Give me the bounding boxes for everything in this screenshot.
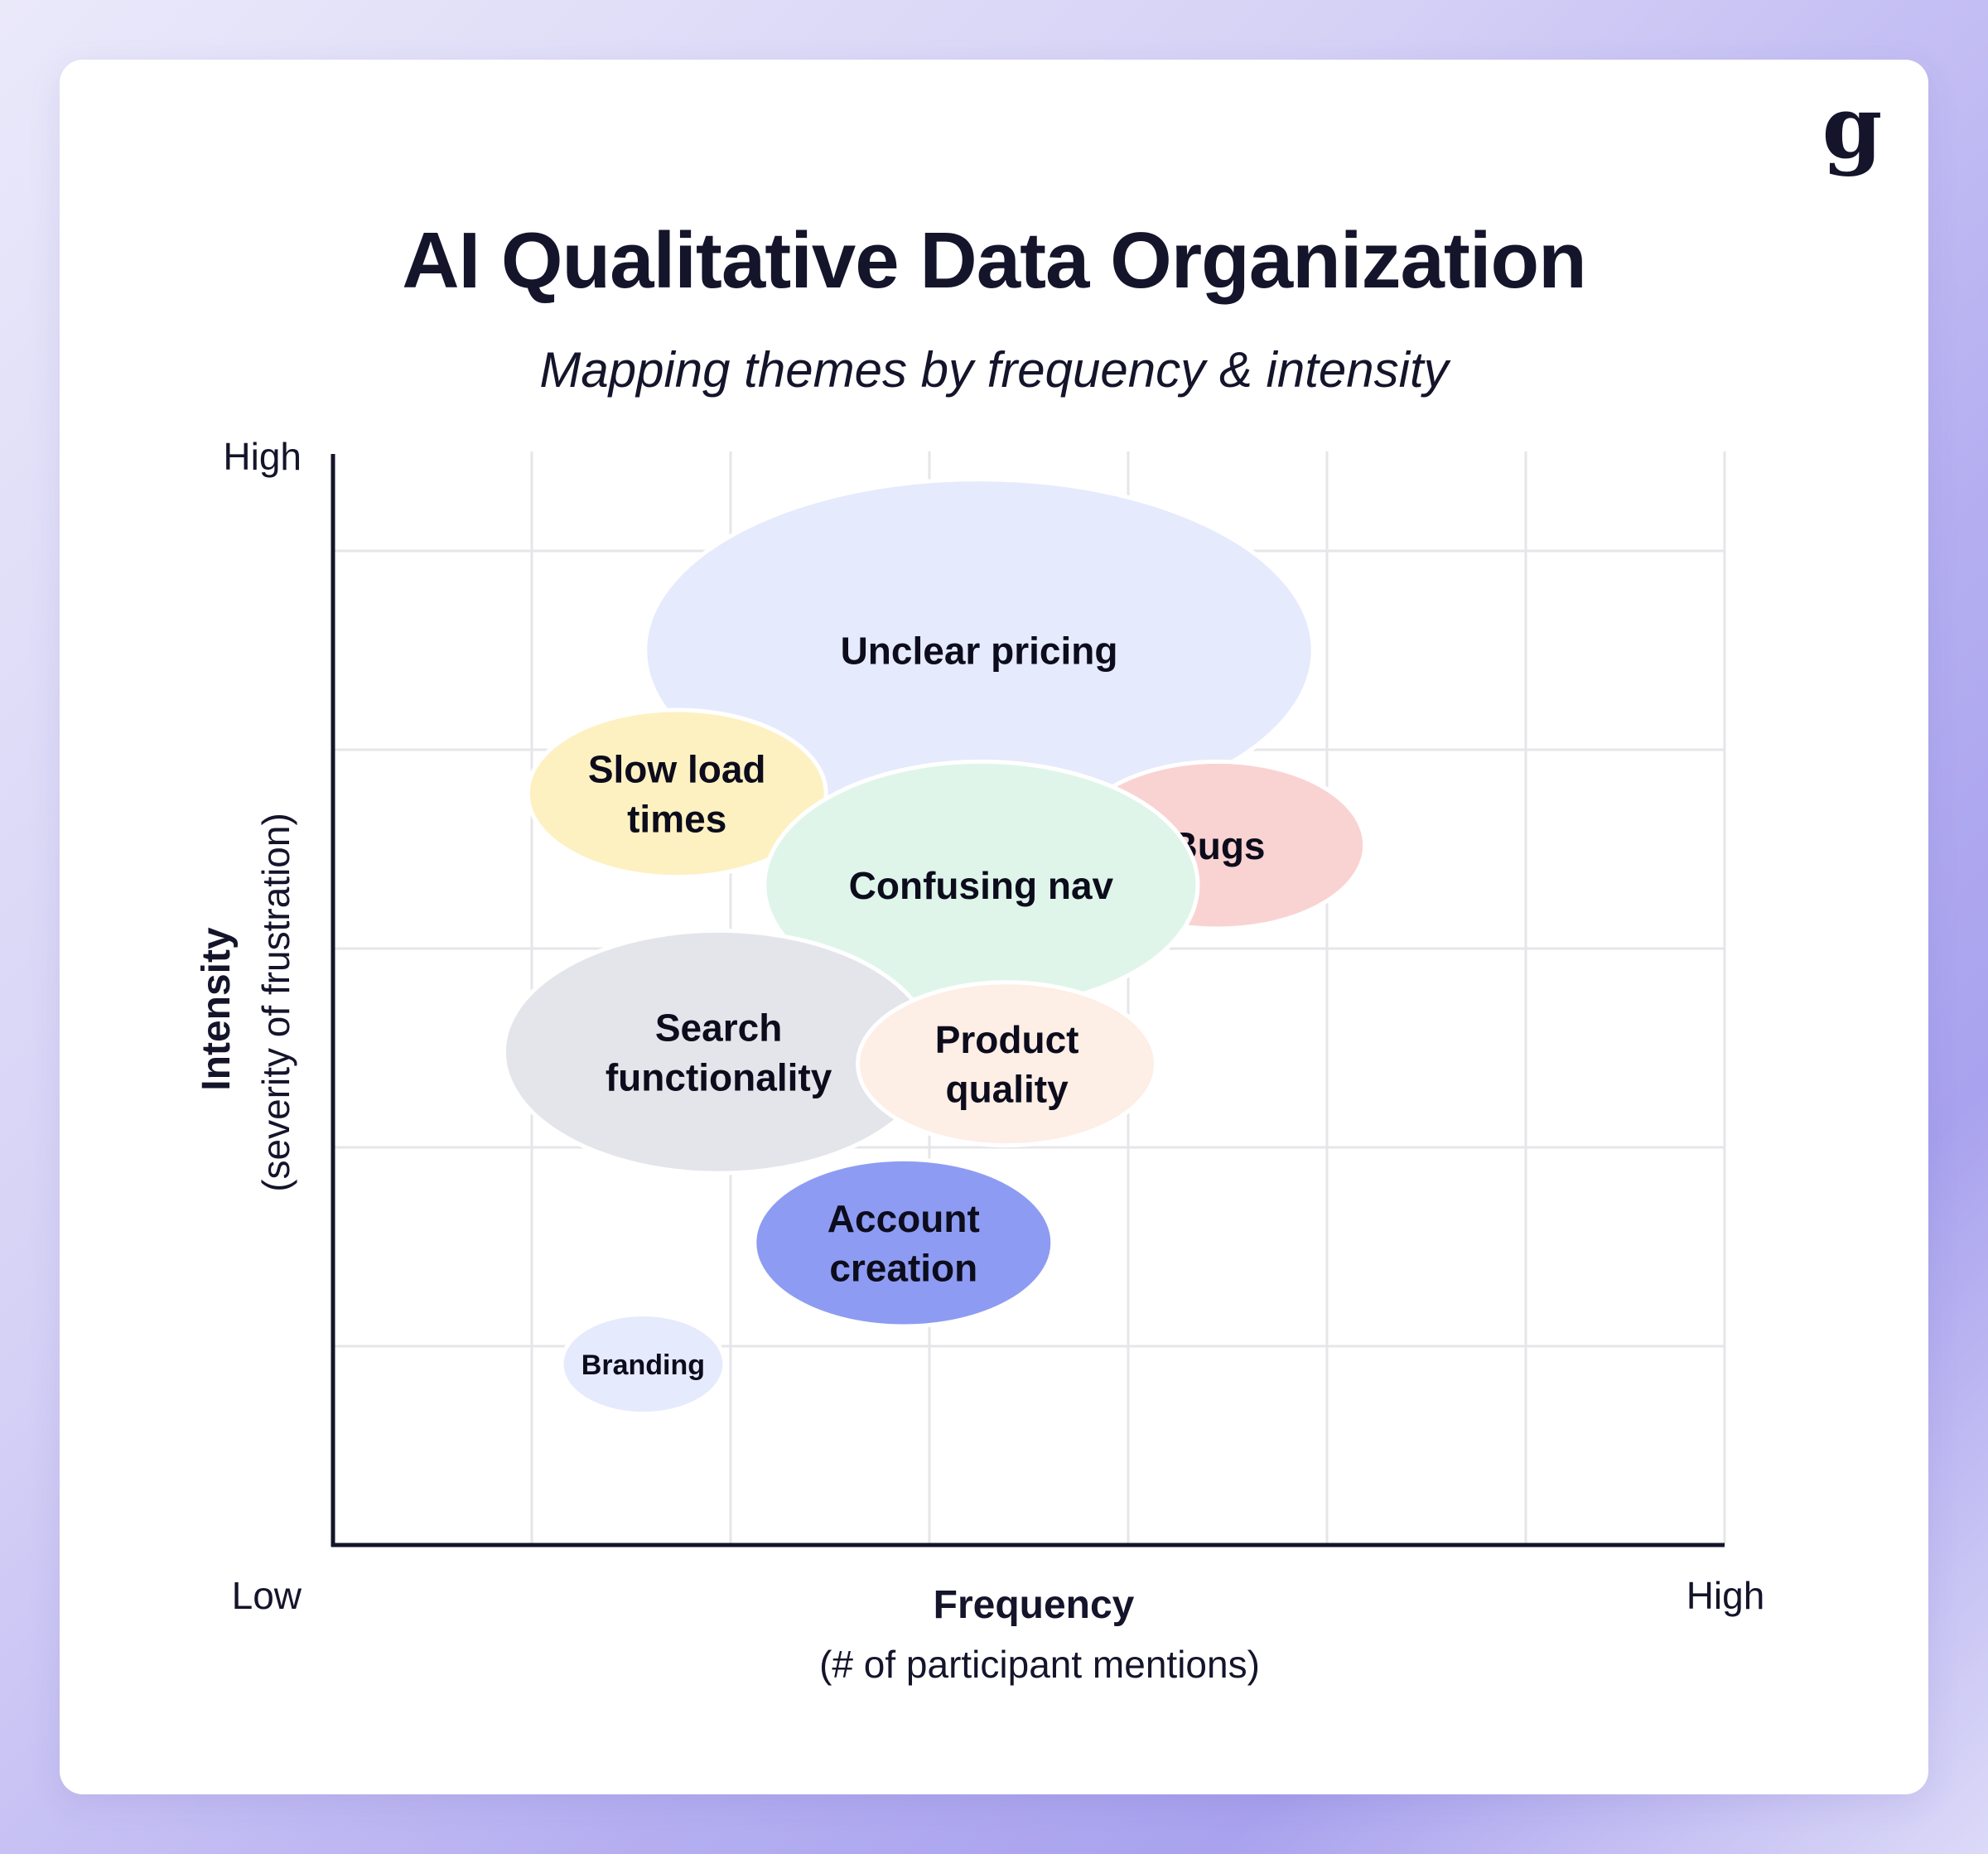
x-tick-low: Low xyxy=(232,1574,302,1617)
y-axis-label: Intensity xyxy=(195,927,239,1091)
bubble-unclear-pricing: Unclear pricing xyxy=(643,477,1315,823)
bubble-label-line: Product xyxy=(935,1018,1079,1061)
bubble-label-line: functionality xyxy=(606,1055,832,1098)
bubble-label-line: Slow load xyxy=(588,747,766,790)
bubble-confusing-nav: Confusing nav xyxy=(762,759,1200,1011)
bubble-shape-product-quality xyxy=(856,980,1159,1148)
bubble-label-line: Search xyxy=(655,1006,782,1049)
x-axis-sublabel: (# of participant mentions) xyxy=(819,1643,1260,1686)
chart-title: AI Qualitative Data Organization xyxy=(402,216,1587,305)
bubble-label-line: Unclear pricing xyxy=(841,630,1118,673)
bubble-label-line: Account xyxy=(828,1197,980,1240)
bubble-label-unclear-pricing: Unclear pricing xyxy=(841,630,1118,673)
bubble-branding: Branding xyxy=(559,1312,727,1417)
bubble-account-creation: Account creation xyxy=(752,1156,1055,1329)
bubble-label-product-quality: Product quality xyxy=(935,1018,1079,1111)
bubble-label-line: Confusing nav xyxy=(849,864,1114,907)
y-axis-sublabel: (severity of frustration) xyxy=(254,813,297,1192)
bubble-shape-slow-load-times xyxy=(525,707,828,880)
bubble-shape-branding xyxy=(559,1312,727,1417)
logo-glyph: g xyxy=(1822,83,1883,178)
bubble-label-search-functionality: Search functionality xyxy=(606,1006,832,1098)
bubble-slow-load-times: Slow load times xyxy=(525,707,828,880)
bubble-label-line: quality xyxy=(945,1068,1069,1111)
bubble-label-account-creation: Account creation xyxy=(828,1197,980,1290)
brand-logo-icon: g xyxy=(1822,83,1883,178)
bubble-label-line: Branding xyxy=(581,1349,705,1381)
bubble-label-slow-load-times: Slow load times xyxy=(588,747,766,840)
x-tick-high: High xyxy=(1686,1574,1765,1617)
x-axis-label: Frequency xyxy=(934,1583,1135,1627)
axis-layer xyxy=(331,454,1725,1547)
chart-subtitle: Mapping themes by frequency & intensity xyxy=(539,342,1449,398)
bubble-label-branding: Branding xyxy=(581,1349,705,1381)
bubble-search-functionality: Search functionality xyxy=(501,928,936,1176)
bubble-shape-account-creation xyxy=(752,1156,1055,1329)
bubble-product-quality: Product quality xyxy=(856,980,1159,1148)
bubble-label-line: times xyxy=(627,797,726,840)
bubble-label-line: creation xyxy=(829,1247,977,1290)
bubble-label-confusing-nav: Confusing nav xyxy=(849,864,1114,907)
y-tick-high: High xyxy=(223,435,302,478)
